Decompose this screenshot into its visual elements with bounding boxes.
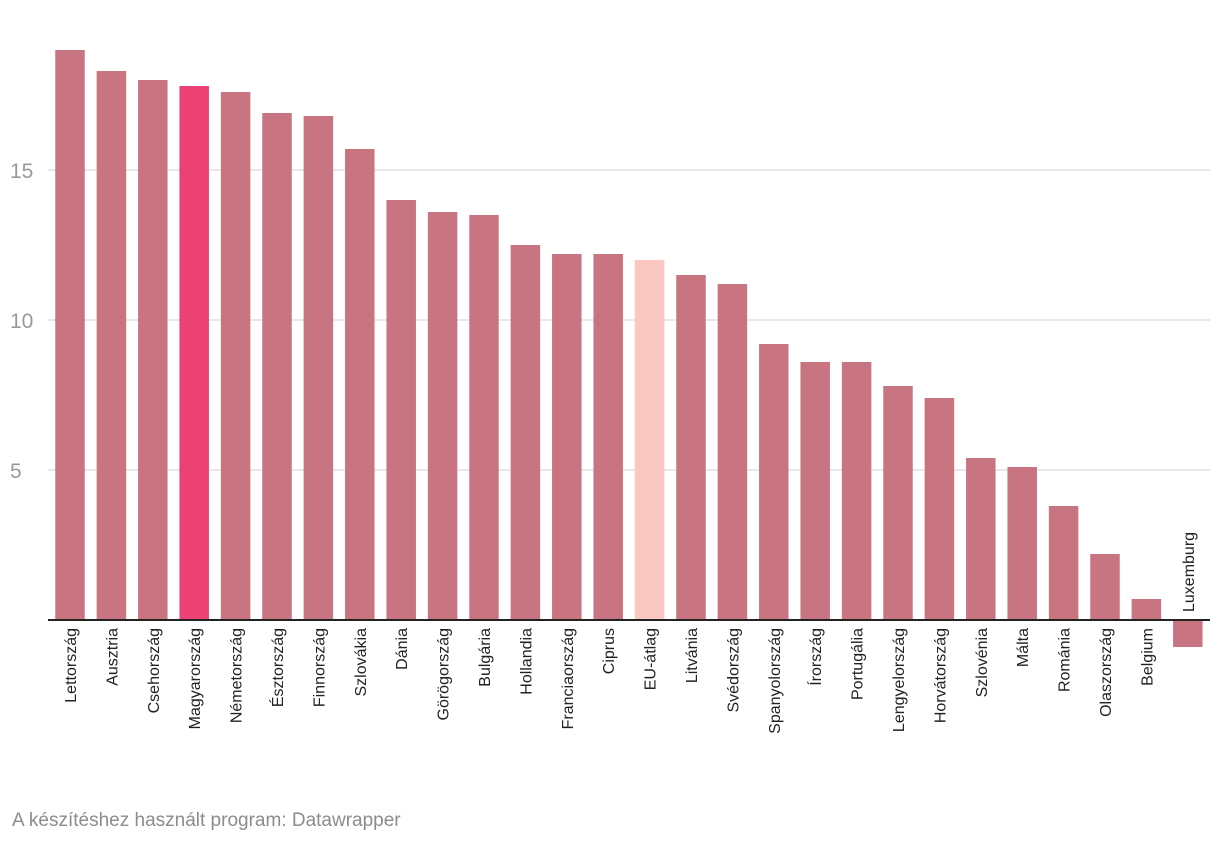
bar-litvánia [676,275,706,620]
category-label-luxemburg: Luxemburg [1181,532,1198,612]
category-label-lengyelország: Lengyelország [891,628,908,732]
bar-hollandia [510,245,541,620]
category-label-magyarország: Magyarország [187,628,204,729]
bar-málta [1007,467,1037,620]
bar-csehország [138,80,168,620]
bar-ausztria [96,71,127,620]
bar-finnország [303,116,334,620]
bar-lettország [55,50,85,620]
bar-szlovákia [345,149,375,620]
category-label-szlovénia: Szlovénia [974,628,991,697]
bar-németország [220,92,251,620]
bar-luxemburg [1173,620,1203,647]
category-label-portugália: Portugália [850,628,867,700]
category-label-észtország: Észtország [268,628,287,707]
category-label-olaszország: Olaszország [1098,628,1115,717]
category-label-finnország: Finnország [311,628,328,707]
footer-credit: A készítéshez használt program: Datawrap… [12,810,401,831]
bar-dánia [386,200,416,620]
bars [55,50,1203,647]
category-label-írország: Írország [806,628,825,686]
y-axis-ticks: 5 10 15 [10,160,33,483]
category-label-franciaország: Franciaország [560,628,577,729]
category-label-görögország: Görögország [436,628,453,721]
category-label-lettország: Lettország [63,628,80,703]
bar-magyarország [179,86,209,620]
category-label-dánia: Dánia [394,628,411,670]
bar-görögország [427,212,458,620]
bar-románia [1048,506,1079,620]
category-label-románia: Románia [1057,628,1074,692]
bar-írország [800,362,830,620]
category-labels: Lettország Ausztria Csehország Magyarország… [63,532,1198,734]
bar-portugália [841,362,872,620]
category-label-eu-átlag: EU-átlag [643,628,660,690]
bar-belgium [1131,599,1162,620]
category-label-hollandia: Hollandia [518,628,535,695]
bar-franciaország [552,254,582,620]
bar-szlovénia [966,458,996,620]
category-label-svédország: Svédország [725,628,742,713]
category-label-szlovákia: Szlovákia [353,628,370,697]
category-label-litvánia: Litvánia [684,628,701,683]
y-tick-label-5: 5 [10,460,22,483]
category-label-ausztria: Ausztria [104,628,121,686]
y-tick-label-10: 10 [10,310,33,333]
category-label-málta: Málta [1015,628,1032,667]
category-label-németország: Németország [229,628,246,723]
bar-chart: 5 10 15 Lettország Ausztria Csehország Magyar… [10,50,1210,734]
category-label-csehország: Csehország [146,628,163,713]
bar-spanyolország [759,344,789,620]
category-label-bulgária: Bulgária [477,628,494,687]
category-label-ciprus: Ciprus [601,628,618,674]
bar-bulgária [469,215,499,620]
bar-észtország [262,113,292,620]
bar-lengyelország [883,386,913,620]
category-label-belgium: Belgium [1139,628,1156,686]
bar-ciprus [593,254,623,620]
bar-eu-átlag [634,260,665,620]
bar-svédország [717,284,748,620]
category-label-horvátország: Horvátország [932,628,949,723]
y-tick-label-15: 15 [10,160,33,183]
bar-olaszország [1090,554,1120,620]
bar-horvátország [924,398,955,620]
category-label-spanyolország: Spanyolország [767,628,784,734]
